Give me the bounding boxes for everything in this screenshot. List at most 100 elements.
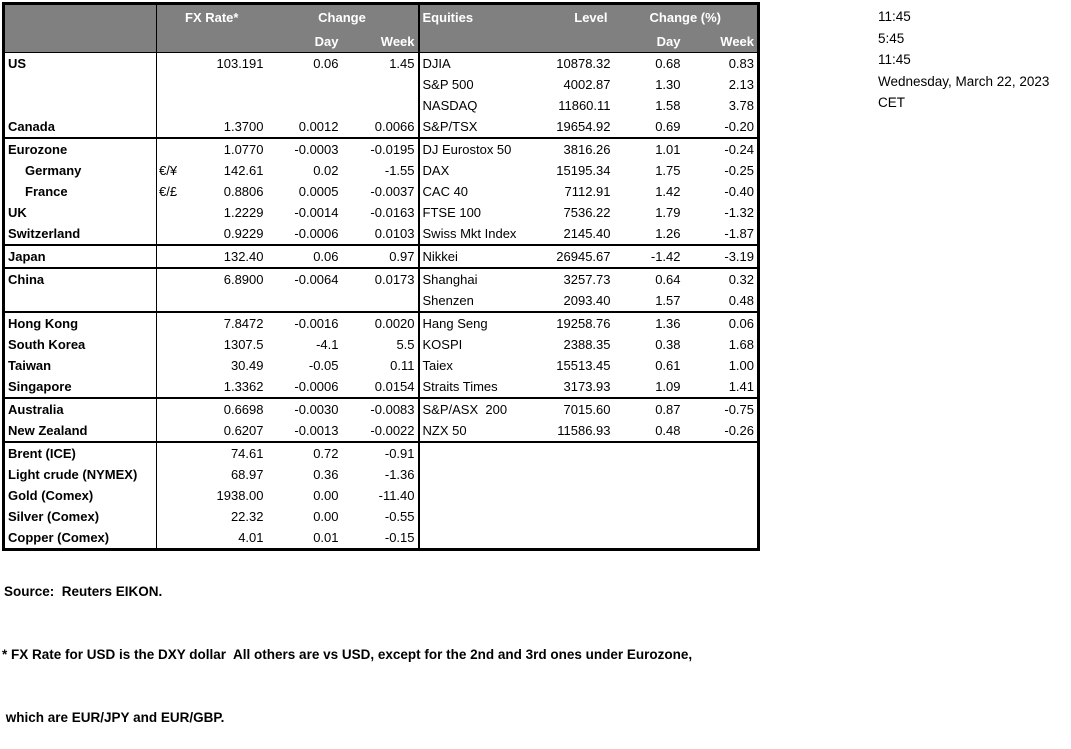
eq-level-cell [539, 506, 614, 527]
eq-name-cell: KOSPI [417, 334, 539, 355]
fx-week-cell: 5.5 [396, 337, 415, 352]
eq-name-cell: Straits Times [417, 376, 539, 398]
fx-day-header: Day [266, 31, 342, 53]
table-row: Silver (Comex) 22.32 0.00 -0.55 [3, 506, 759, 527]
fx-name-cell: South Korea [3, 334, 157, 355]
fx-rate-cell: 1.3362 [223, 379, 264, 394]
eq-week-cell: -1.87 [724, 226, 755, 241]
fx-name-cell: Australia [3, 397, 157, 420]
table-row: Copper (Comex) 4.01 0.01 -0.15 [3, 527, 759, 550]
eq-week-cell: 1.68 [728, 337, 755, 352]
table-row: S&P 500 4002.87 1.30 2.13 [3, 74, 759, 95]
fx-change-header: Change [266, 3, 419, 31]
fx-name-cell: Silver (Comex) [3, 506, 157, 527]
fx-week-cell: 0.0154 [374, 379, 415, 394]
fx-week-cell: -0.91 [341, 441, 419, 464]
fx-day-cell: -0.05 [308, 358, 339, 373]
eq-week-cell: 0.32 [683, 267, 759, 290]
table-row: UK 1.2229 -0.0014 -0.0163 FTSE 100 7536.22 1.7… [3, 202, 759, 223]
time-secondary: 5:45 [878, 30, 905, 46]
eq-level-cell: 15513.45 [556, 358, 611, 373]
eq-name-cell: CAC 40 [417, 181, 539, 202]
empty-header-cell [538, 31, 614, 53]
eq-day-cell [614, 485, 684, 506]
eq-week-cell: 0.06 [683, 311, 759, 334]
fx-name-cell: China [3, 267, 157, 290]
fx-name-cell [3, 290, 157, 312]
fx-week-cell: -0.0037 [370, 184, 415, 199]
fx-week-cell: 1.45 [389, 56, 415, 71]
eq-name-cell [417, 464, 539, 485]
eq-day-cell: 0.68 [655, 56, 681, 71]
fx-name-cell: Copper (Comex) [3, 527, 157, 550]
fx-rate-cell: 74.61 [184, 441, 267, 464]
timestamp-panel: 11:45 5:45 11:45 Wednesday, March 22, 20… [878, 6, 1049, 114]
eq-week-cell: -1.32 [724, 205, 755, 220]
eq-name-cell: S&P/TSX [417, 116, 539, 138]
fx-pair-cell [156, 267, 185, 290]
fx-rate-header: FX Rate* [156, 3, 267, 31]
eq-name-cell: DJIA [417, 52, 539, 74]
fx-day-cell: -0.0003 [266, 137, 342, 160]
table-row: Gold (Comex) 1938.00 0.00 -11.40 [3, 485, 759, 506]
fx-rate-cell: 103.191 [216, 56, 264, 71]
fx-rate-cell: 7.8472 [184, 311, 267, 334]
eq-name-cell: Shanghai [417, 267, 539, 290]
footnote-line-1: * FX Rate for USD is the DXY dollar All … [2, 647, 693, 662]
fx-rate-cell: 0.8806 [223, 184, 264, 199]
eq-week-cell: 0.83 [728, 56, 755, 71]
fx-name-cell: Singapore [3, 376, 157, 398]
fx-day-cell: 0.0005 [298, 184, 339, 199]
eq-day-cell: 0.69 [655, 119, 681, 134]
eq-name-cell [417, 441, 539, 464]
fx-week-cell: -0.0022 [370, 423, 415, 438]
fx-rate-cell [185, 74, 267, 95]
eq-name-cell: FTSE 100 [417, 202, 539, 223]
fx-rate-cell [185, 95, 267, 116]
fx-name-cell: Canada [3, 116, 157, 138]
fx-pair-cell [157, 290, 185, 312]
fx-name-cell: Japan [3, 244, 157, 268]
eq-name-cell: Taiex [417, 355, 539, 376]
fx-week-header: Week [341, 31, 419, 53]
eq-day-cell: 1.36 [613, 311, 684, 334]
eq-level-cell: 11586.93 [557, 423, 611, 438]
eq-name-cell: Hang Seng [417, 311, 539, 334]
eq-name-cell [417, 506, 539, 527]
fx-day-cell: -0.0006 [294, 226, 339, 241]
eq-day-cell: 1.30 [655, 77, 681, 92]
fx-day-cell: -0.0030 [266, 397, 342, 420]
fx-day-cell [267, 95, 342, 116]
fx-day-cell: 0.01 [313, 530, 339, 545]
empty-header-cell [156, 31, 267, 53]
eq-name-cell: S&P/ASX 200 [417, 397, 539, 420]
eq-week-cell [684, 464, 759, 485]
fx-pair-cell: €/£ [159, 184, 178, 199]
eq-day-cell: 1.42 [655, 184, 681, 199]
fx-rate-cell: 1938.00 [216, 488, 264, 503]
fx-name-cell: Hong Kong [3, 311, 157, 334]
corner-header-cell [3, 3, 157, 31]
eq-day-cell [614, 506, 684, 527]
empty-header-cell [417, 31, 539, 53]
fx-rate-cell: 142.61 [223, 163, 264, 178]
eq-week-cell: 1.00 [728, 358, 755, 373]
eq-week-header: Week [683, 31, 759, 53]
table-row: Australia 0.6698 -0.0030 -0.0083 S&P/ASX 200… [3, 397, 759, 420]
eq-day-cell: 1.75 [655, 163, 681, 178]
time-tertiary: 11:45 [878, 52, 911, 67]
eq-week-cell: -0.20 [724, 119, 755, 134]
table-row: Light crude (NYMEX) 68.97 0.36 -1.36 [3, 464, 759, 485]
eq-level-cell: 10878.32 [556, 56, 611, 71]
eq-day-cell: 1.79 [655, 205, 681, 220]
date-line: Wednesday, March 22, 2023 [878, 73, 1050, 89]
fx-rate-cell: 30.49 [230, 358, 264, 373]
eq-week-cell [684, 506, 759, 527]
fx-rate-cell: 0.9229 [223, 226, 264, 241]
eq-name-cell: DJ Eurostox 50 [417, 137, 539, 160]
footnote-line-2: which are EUR/JPY and EUR/GBP. [2, 710, 225, 725]
fx-pair-cell [157, 334, 185, 355]
fx-pair-cell: €/¥ [159, 163, 178, 178]
eq-level-cell: 11860.11 [558, 98, 611, 113]
equities-header: Equities [417, 3, 539, 31]
